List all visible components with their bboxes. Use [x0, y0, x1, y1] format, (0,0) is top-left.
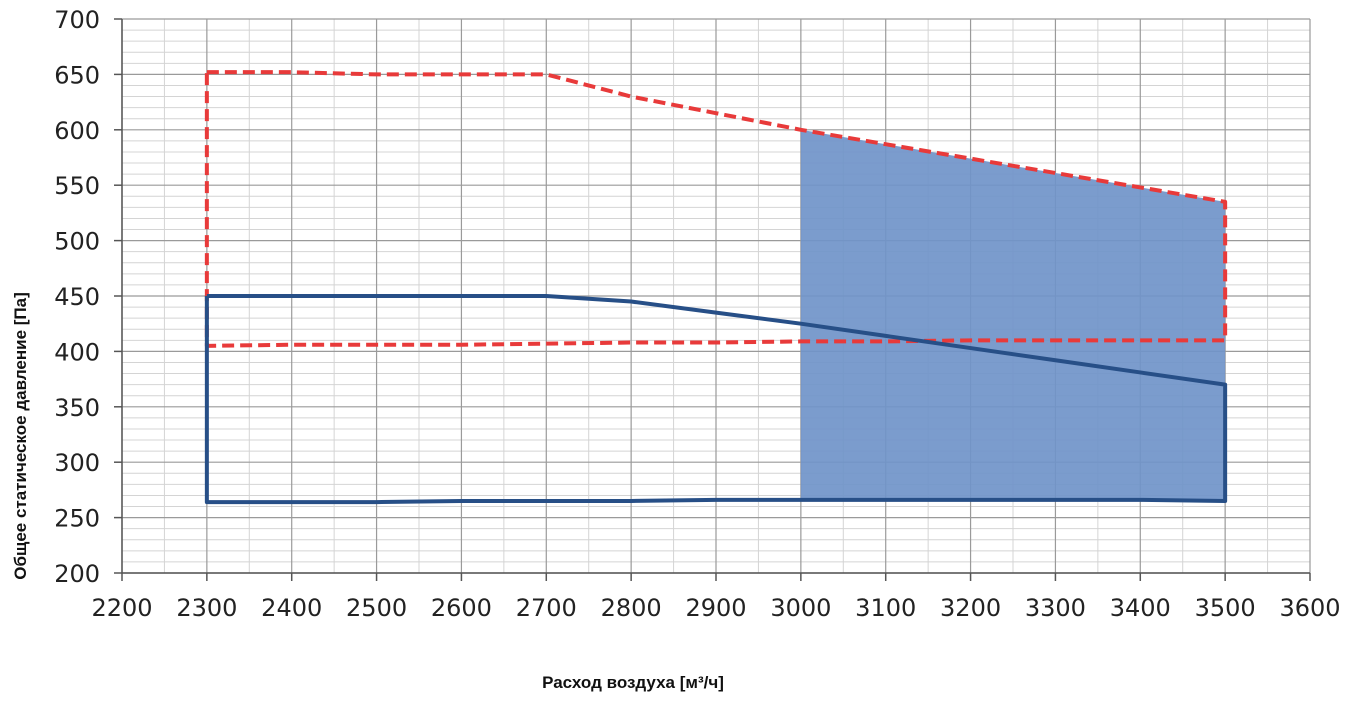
x-tick-label: 2900	[685, 594, 746, 622]
axes	[114, 18, 1311, 581]
x-tick-label: 3300	[1025, 594, 1086, 622]
series-line-2	[204, 294, 1228, 505]
operating-area-fill	[800, 129, 1226, 500]
x-tick-label: 3400	[1110, 594, 1171, 622]
y-axis-title: Общее статическое давление [Па]	[11, 292, 30, 580]
y-tick-label: 350	[54, 394, 100, 422]
y-tick-label: 650	[54, 61, 100, 89]
x-tick-label: 3500	[1195, 594, 1256, 622]
x-tick-label: 2500	[346, 594, 407, 622]
x-tick-label: 2300	[176, 594, 237, 622]
y-tick-label: 700	[54, 6, 100, 34]
y-tick-label: 600	[54, 117, 100, 145]
x-tick-label: 3200	[940, 594, 1001, 622]
x-tick-label: 2600	[431, 594, 492, 622]
y-tick-label: 300	[54, 449, 100, 477]
x-tick-label: 2800	[601, 594, 662, 622]
series-line-1	[204, 70, 1228, 348]
series-lines	[204, 70, 1228, 505]
x-tick-label: 2200	[91, 594, 152, 622]
tick-labels: 2200 2300 2400 2500 2600 2700 2800 2900 3000 3100…	[54, 6, 1340, 622]
x-tick-label: 3100	[855, 594, 916, 622]
y-tick-label: 450	[54, 283, 100, 311]
x-tick-label: 3600	[1279, 594, 1340, 622]
y-tick-label: 250	[54, 505, 100, 533]
y-tick-label: 500	[54, 228, 100, 256]
x-tick-label: 2400	[261, 594, 322, 622]
x-tick-label: 3000	[770, 594, 831, 622]
x-axis-title: Расход воздуха [м³/ч]	[542, 673, 724, 692]
operating-area	[800, 129, 1226, 500]
y-tick-label: 400	[54, 338, 100, 366]
y-tick-label: 200	[54, 560, 100, 588]
y-tick-label: 550	[54, 172, 100, 200]
x-tick-label: 2700	[516, 594, 577, 622]
